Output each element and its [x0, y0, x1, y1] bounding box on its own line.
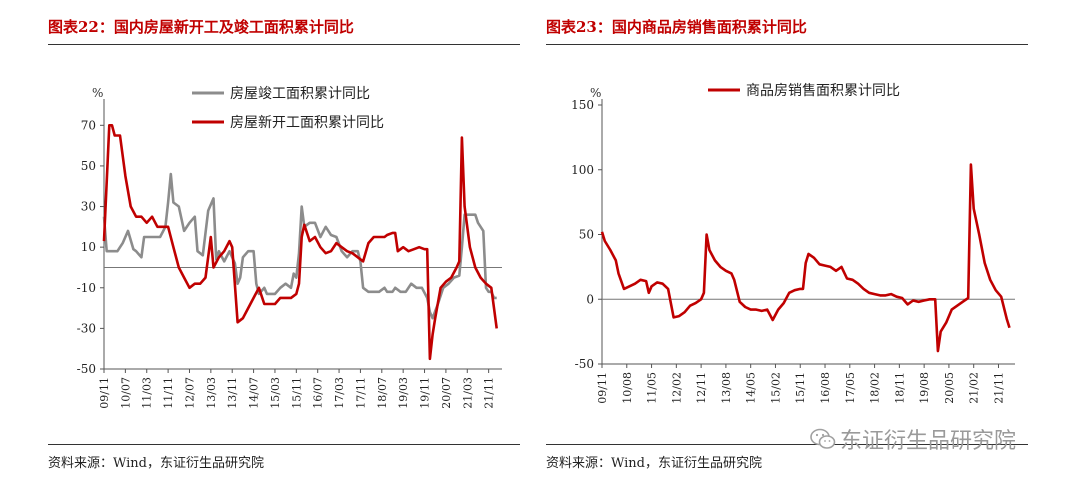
- watermark-text: 东证衍生品研究院: [840, 429, 1017, 454]
- source-divider: [48, 444, 520, 445]
- x-tick-label: 12/07: [183, 377, 196, 409]
- wechat-icon: [810, 428, 836, 449]
- x-tick-label: 20/07: [440, 377, 453, 409]
- chart-23-canvas: % -50 0 50 100 150 09/11 10/08 11/05 12/02 12/11 13…: [571, 83, 1015, 404]
- legend-label-1: 商品房销售面积累计同比: [746, 83, 900, 99]
- y-tick-label: 50: [81, 159, 96, 173]
- title-divider: [48, 44, 520, 45]
- source-divider: [546, 444, 1028, 445]
- x-tick-label: 12/11: [695, 372, 708, 404]
- x-tick-label: 11/11: [162, 377, 175, 409]
- x-tick-label: 14/07: [248, 377, 261, 409]
- x-tick-label: 16/08: [819, 372, 832, 404]
- x-tick-label: 20/05: [943, 372, 956, 404]
- series-line-1: [102, 172, 497, 320]
- y-tick-label: 150: [571, 98, 594, 112]
- y-tick-label: -50: [77, 362, 96, 376]
- source-note: 资料来源：Wind，东证衍生品研究院: [48, 456, 264, 471]
- x-tick-label: 15/11: [290, 377, 303, 409]
- x-tick-label: 19/11: [419, 377, 432, 409]
- x-tick-label: 13/11: [226, 377, 239, 409]
- y-tick-label: 70: [81, 118, 96, 132]
- y-tick-label: -30: [77, 321, 96, 335]
- x-tick-label: 14/05: [745, 372, 758, 404]
- y-tick-label: -10: [77, 281, 96, 295]
- x-tick-label: 21/02: [968, 372, 981, 404]
- x-tick-label: 21/11: [483, 377, 496, 409]
- x-tick-label: 10/07: [119, 377, 132, 409]
- y-unit-label: %: [92, 86, 103, 100]
- y-unit-label: %: [590, 86, 601, 100]
- x-tick-label: 18/02: [869, 372, 882, 404]
- chart-panel-22: 图表22：国内房屋新开工及竣工面积累计同比 % -50 -30 -10 10 30 50 70…: [48, 18, 520, 471]
- x-tick-label: 17/11: [354, 377, 367, 409]
- x-tick-label: 15/11: [794, 372, 807, 404]
- series-line-1: [600, 163, 1011, 353]
- chart-title: 图表22：国内房屋新开工及竣工面积累计同比: [48, 18, 354, 36]
- x-tick-label: 19/08: [918, 372, 931, 404]
- watermark: 东证衍生品研究院: [810, 424, 1016, 454]
- x-tick-label: 15/03: [269, 377, 282, 409]
- x-tick-label: 09/11: [98, 377, 111, 409]
- x-tick-label: 21/11: [992, 372, 1005, 404]
- x-tick-label: 15/02: [769, 372, 782, 404]
- y-tick-label: 50: [579, 228, 594, 242]
- x-tick-label: 18/11: [893, 372, 906, 404]
- x-tick-label: 11/05: [646, 372, 659, 404]
- x-tick-label: 09/11: [596, 372, 609, 404]
- y-tick-label: 100: [571, 163, 594, 177]
- x-tick-label: 12/02: [670, 372, 683, 404]
- legend-label-1: 房屋竣工面积累计同比: [230, 86, 370, 102]
- x-tick-label: 17/05: [844, 372, 857, 404]
- y-tick-label: 0: [586, 292, 594, 306]
- chart-panel-23: 图表23：国内商品房销售面积累计同比 % -50 0 50 100 150 09/11 10/…: [540, 0, 1080, 487]
- legend-label-2: 房屋新开工面积累计同比: [230, 115, 384, 131]
- x-tick-label: 13/03: [205, 377, 218, 409]
- y-tick-label: 30: [81, 200, 96, 214]
- source-note: 资料来源：Wind，东证衍生品研究院: [546, 456, 762, 471]
- x-tick-label: 21/03: [461, 377, 474, 409]
- x-tick-label: 17/03: [333, 377, 346, 409]
- x-tick-label: 18/07: [376, 377, 389, 409]
- y-tick-label: -50: [575, 357, 594, 371]
- title-divider: [546, 44, 1028, 45]
- y-tick-label: 10: [81, 240, 96, 254]
- x-tick-label: 13/08: [720, 372, 733, 404]
- chart-22-canvas: % -50 -30 -10 10 30 50 70 09/11 10/07 11/03 11/11 12…: [77, 86, 502, 409]
- x-tick-label: 11/03: [141, 377, 154, 409]
- x-tick-label: 16/07: [312, 377, 325, 409]
- x-tick-label: 19/03: [397, 377, 410, 409]
- x-tick-label: 10/08: [621, 372, 634, 404]
- series-line-2: [102, 124, 498, 361]
- chart-title: 图表23：国内商品房销售面积累计同比: [546, 18, 807, 36]
